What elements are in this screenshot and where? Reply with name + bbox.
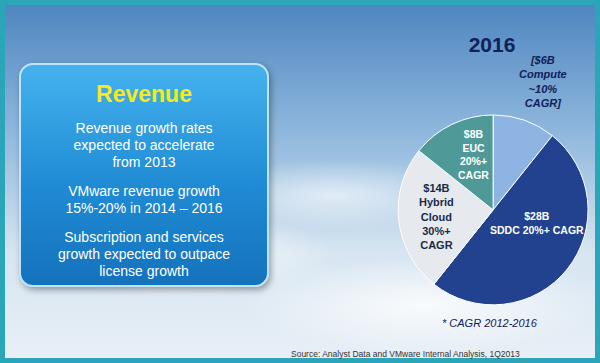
html-text:Revenue growth rates: Revenue growth rates (75, 120, 213, 136)
svg-text:[$6BCompute~10%CAGR]: [$6BCompute~10%CAGR] (519, 54, 567, 109)
svg-text:$8BEUC20%+CAGR: $8BEUC20%+CAGR (458, 128, 489, 181)
svg-text:$14BHybridCloud30%+CAGR: $14BHybridCloud30%+CAGR (419, 182, 454, 251)
html-text:Revenue: Revenue (96, 81, 192, 107)
svg-text:* CAGR 2012-2016: * CAGR 2012-2016 (442, 317, 538, 329)
html-text:growth expected to outpace: growth expected to outpace (58, 246, 230, 262)
html-text:from 2013: from 2013 (112, 154, 176, 170)
html-text:expected to accelerate: expected to accelerate (73, 137, 215, 153)
html-text:VMware revenue growth: VMware revenue growth (68, 183, 220, 199)
html-text:15%-20% in 2014 – 2016: 15%-20% in 2014 – 2016 (65, 200, 223, 216)
svg-text:2016: 2016 (469, 33, 516, 56)
html-text:license growth: license growth (99, 263, 189, 279)
svg-text:$28BSDDC 20%+ CAGR: $28BSDDC 20%+ CAGR (490, 210, 584, 236)
svg-text:Source: Analyst Data and VMwar: Source: Analyst Data and VMware Internal… (291, 349, 520, 359)
html-text:Subscription and services: Subscription and services (64, 229, 224, 245)
